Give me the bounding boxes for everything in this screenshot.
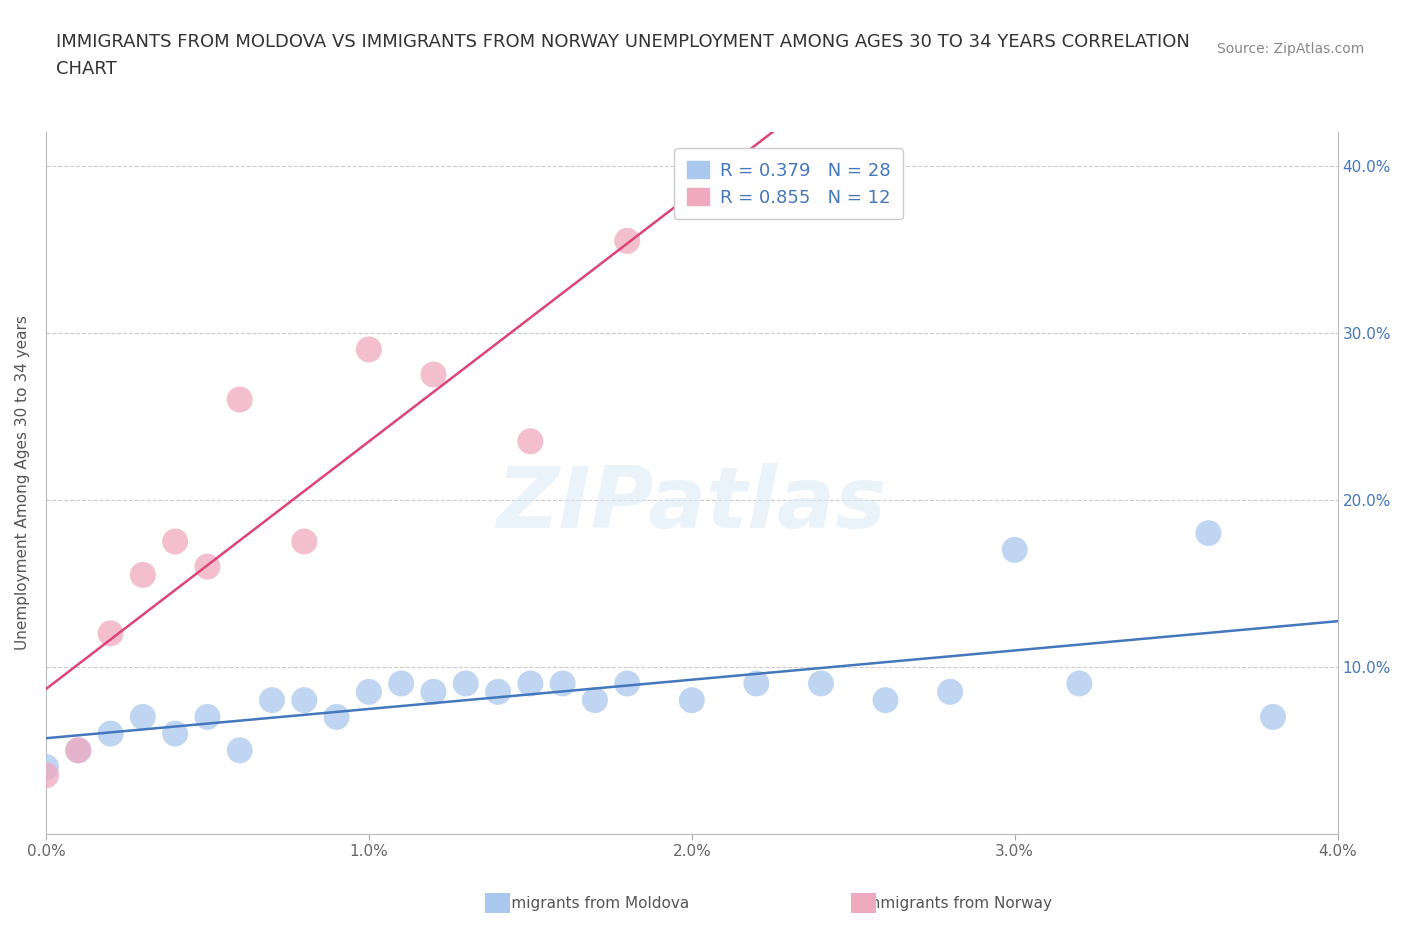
Text: ZIPatlas: ZIPatlas — [496, 462, 887, 546]
Point — [486, 684, 509, 699]
Point — [100, 626, 122, 641]
Point — [1004, 542, 1026, 557]
Point — [551, 676, 574, 691]
Point — [422, 684, 444, 699]
Point — [357, 684, 380, 699]
Point — [132, 567, 155, 582]
Point — [681, 693, 703, 708]
Point — [357, 342, 380, 357]
Point — [454, 676, 477, 691]
Text: IMMIGRANTS FROM MOLDOVA VS IMMIGRANTS FROM NORWAY UNEMPLOYMENT AMONG AGES 30 TO : IMMIGRANTS FROM MOLDOVA VS IMMIGRANTS FR… — [56, 33, 1189, 50]
Point — [67, 743, 90, 758]
Legend: R = 0.379   N = 28, R = 0.855   N = 12: R = 0.379 N = 28, R = 0.855 N = 12 — [675, 149, 903, 219]
Point — [1261, 710, 1284, 724]
Point — [197, 710, 219, 724]
Point — [67, 743, 90, 758]
Point — [197, 559, 219, 574]
Text: Immigrants from Norway: Immigrants from Norway — [860, 897, 1052, 911]
Point — [325, 710, 347, 724]
Text: Immigrants from Moldova: Immigrants from Moldova — [492, 897, 689, 911]
Point — [519, 434, 541, 449]
Point — [1069, 676, 1091, 691]
Point — [228, 743, 250, 758]
Point — [939, 684, 962, 699]
Point — [35, 760, 58, 775]
Y-axis label: Unemployment Among Ages 30 to 34 years: Unemployment Among Ages 30 to 34 years — [15, 315, 30, 650]
Point — [165, 726, 187, 741]
Point — [810, 676, 832, 691]
Point — [616, 676, 638, 691]
Point — [165, 534, 187, 549]
Point — [875, 693, 897, 708]
Point — [1198, 525, 1220, 540]
Point — [100, 726, 122, 741]
Point — [616, 233, 638, 248]
Point — [292, 534, 315, 549]
Point — [519, 676, 541, 691]
Point — [422, 367, 444, 382]
Point — [260, 693, 283, 708]
Point — [132, 710, 155, 724]
Point — [228, 392, 250, 407]
Point — [35, 768, 58, 783]
Text: Source: ZipAtlas.com: Source: ZipAtlas.com — [1216, 42, 1364, 56]
Point — [389, 676, 412, 691]
Text: CHART: CHART — [56, 60, 117, 78]
Point — [745, 676, 768, 691]
Point — [583, 693, 606, 708]
Point — [292, 693, 315, 708]
